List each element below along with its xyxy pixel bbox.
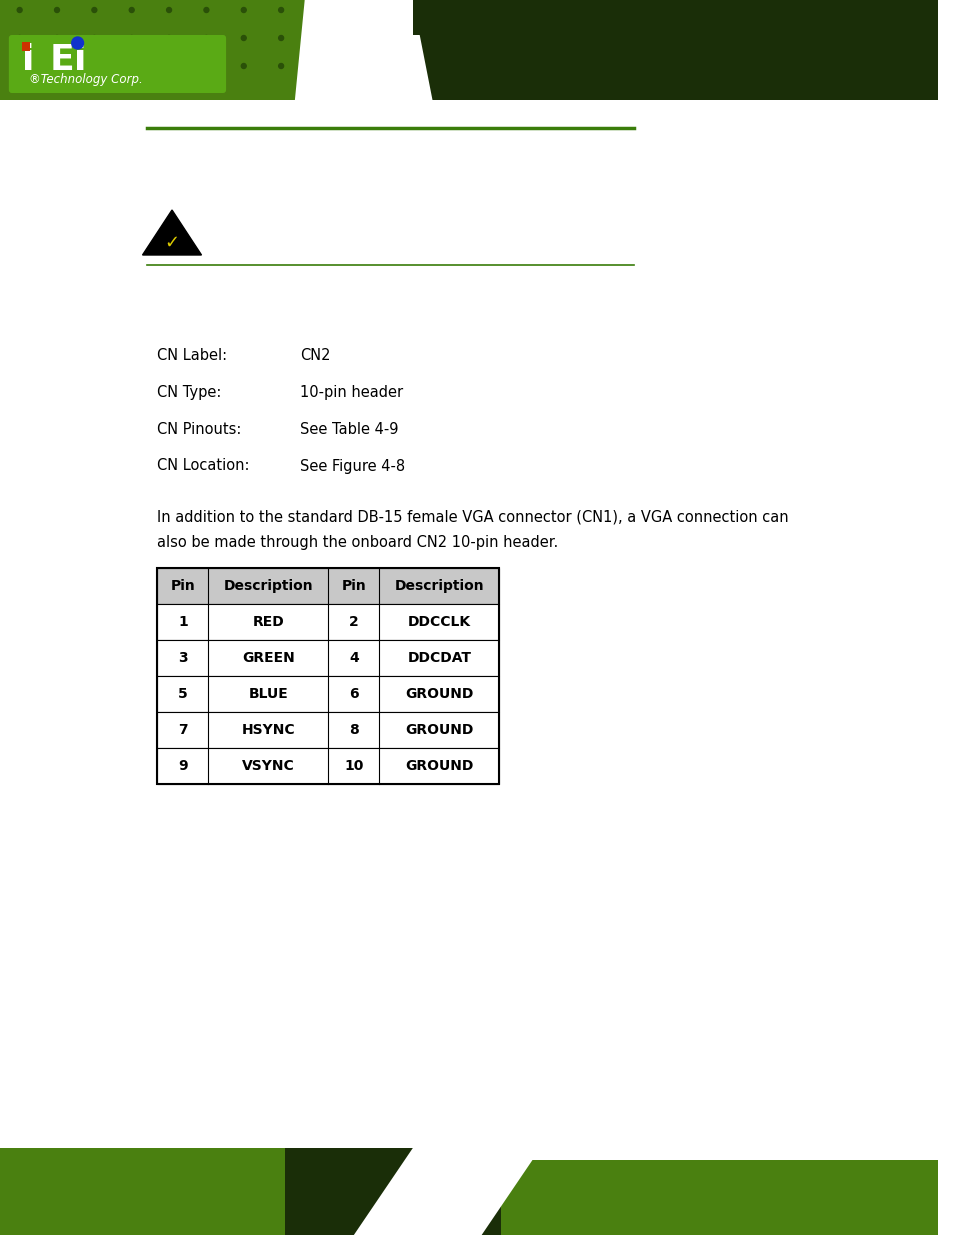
Text: In addition to the standard DB-15 female VGA connector (CN1), a VGA connection c: In addition to the standard DB-15 female…: [157, 510, 788, 525]
Text: 9: 9: [178, 760, 188, 773]
Text: CN Pinouts:: CN Pinouts:: [157, 421, 241, 436]
Text: VSYNC: VSYNC: [242, 760, 294, 773]
Text: 8: 8: [349, 722, 358, 737]
Circle shape: [278, 7, 283, 12]
Text: 10-pin header: 10-pin header: [299, 384, 402, 399]
Circle shape: [17, 36, 22, 41]
Text: i: i: [22, 43, 34, 77]
Text: Pin: Pin: [341, 579, 366, 593]
Circle shape: [54, 7, 59, 12]
Circle shape: [17, 7, 22, 12]
Text: GREEN: GREEN: [242, 651, 294, 664]
Text: 6: 6: [349, 687, 358, 701]
Circle shape: [278, 36, 283, 41]
Text: ®Technology Corp.: ®Technology Corp.: [30, 74, 143, 86]
Polygon shape: [354, 1149, 540, 1235]
Circle shape: [167, 36, 172, 41]
Text: RED: RED: [253, 615, 284, 629]
Text: CN Label:: CN Label:: [157, 347, 227, 363]
Text: Pin: Pin: [171, 579, 195, 593]
Text: 10: 10: [344, 760, 363, 773]
Circle shape: [91, 63, 96, 68]
Circle shape: [241, 7, 246, 12]
Polygon shape: [304, 0, 937, 30]
Polygon shape: [294, 0, 432, 100]
Circle shape: [204, 63, 209, 68]
Circle shape: [91, 7, 96, 12]
Bar: [413, 0, 937, 35]
Bar: [157, 713, 498, 748]
Polygon shape: [142, 210, 201, 254]
Circle shape: [204, 7, 209, 12]
Bar: [157, 568, 498, 604]
Circle shape: [167, 7, 172, 12]
Bar: [157, 640, 498, 676]
Bar: [0, 0, 344, 100]
Text: Description: Description: [395, 579, 484, 593]
Circle shape: [17, 63, 22, 68]
Bar: [500, 1149, 937, 1235]
Circle shape: [167, 63, 172, 68]
Text: HSYNC: HSYNC: [241, 722, 294, 737]
Text: CN2: CN2: [299, 347, 330, 363]
Bar: [157, 748, 498, 784]
Text: CN Type:: CN Type:: [157, 384, 221, 399]
Polygon shape: [413, 1149, 937, 1160]
Bar: [0, 0, 937, 100]
Text: E: E: [50, 43, 73, 77]
Circle shape: [241, 63, 246, 68]
Text: See Figure 4-8: See Figure 4-8: [299, 458, 404, 473]
Text: CN Location:: CN Location:: [157, 458, 250, 473]
Bar: [22, 42, 30, 51]
Text: ✓: ✓: [164, 233, 179, 252]
Circle shape: [91, 36, 96, 41]
Circle shape: [54, 36, 59, 41]
Circle shape: [129, 7, 134, 12]
Text: 2: 2: [349, 615, 358, 629]
Text: i: i: [73, 43, 86, 77]
Circle shape: [204, 36, 209, 41]
Text: See Table 4-9: See Table 4-9: [299, 421, 398, 436]
Bar: [0, 1149, 285, 1235]
Bar: [157, 568, 498, 784]
Circle shape: [278, 63, 283, 68]
Text: 4: 4: [349, 651, 358, 664]
Text: also be made through the onboard CN2 10-pin header.: also be made through the onboard CN2 10-…: [157, 535, 558, 550]
Text: BLUE: BLUE: [248, 687, 288, 701]
Text: GROUND: GROUND: [405, 760, 473, 773]
Bar: [157, 676, 498, 713]
Text: Description: Description: [223, 579, 313, 593]
Text: DDCDAT: DDCDAT: [407, 651, 471, 664]
Text: DDCCLK: DDCCLK: [407, 615, 471, 629]
Circle shape: [241, 36, 246, 41]
Text: GROUND: GROUND: [405, 687, 473, 701]
Text: 7: 7: [178, 722, 188, 737]
Bar: [157, 604, 498, 640]
Circle shape: [71, 37, 84, 49]
Circle shape: [129, 63, 134, 68]
Text: 3: 3: [178, 651, 188, 664]
Bar: [0, 1149, 937, 1235]
Circle shape: [129, 36, 134, 41]
Text: 5: 5: [178, 687, 188, 701]
FancyBboxPatch shape: [9, 35, 226, 93]
Text: GROUND: GROUND: [405, 722, 473, 737]
Text: 1: 1: [178, 615, 188, 629]
Circle shape: [54, 63, 59, 68]
